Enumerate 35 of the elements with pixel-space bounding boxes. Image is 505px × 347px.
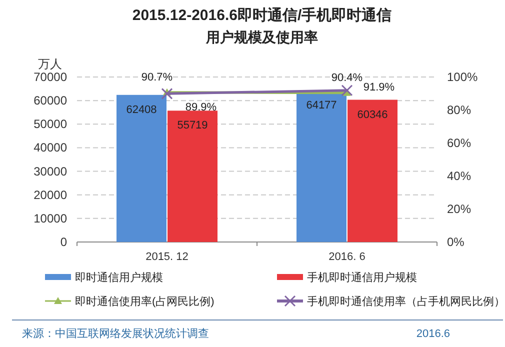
x-tick-label: 2016. 6 — [328, 251, 366, 263]
y-tick-label: 10000 — [34, 211, 68, 226]
text: 2016.6 — [416, 328, 450, 340]
data-label: 62408 — [126, 104, 157, 116]
bar — [116, 94, 166, 242]
y-tick-label: 70000 — [34, 70, 68, 84]
data-label: 90.4% — [331, 72, 363, 84]
legend-label: 手机即时通信使用率（占手机网民比例） — [307, 295, 505, 308]
y-tick-label: 60000 — [34, 94, 68, 108]
chart-subtitle: 用户规模及使用率 — [205, 29, 318, 45]
legend-label: 手机即时通信用户规模 — [307, 271, 417, 284]
y2-tick-label: 20% — [447, 202, 472, 216]
bar — [168, 110, 218, 242]
data-label: 91.9% — [363, 81, 395, 94]
y-tick-label: 0 — [60, 235, 68, 249]
y-tick-label: 20000 — [34, 188, 68, 202]
y2-tick-label: 100% — [447, 70, 478, 84]
y2-tick-label: 0% — [447, 235, 465, 249]
legend-label: 即时通信使用率(占网民比例) — [75, 295, 214, 308]
bar — [348, 100, 398, 242]
source-note: 来源：中国互联网络发展状况统计调查 — [22, 327, 209, 340]
data-label: 64177 — [306, 100, 337, 112]
y-tick-label: 30000 — [34, 164, 68, 178]
x-tick-label: 2015. 12 — [146, 251, 188, 263]
y-tick-label: 50000 — [34, 117, 68, 132]
y-tick-label: 40000 — [34, 140, 68, 155]
y2-tick-label: 40% — [447, 169, 472, 183]
data-label: 60346 — [357, 108, 388, 121]
y2-tick-label: 80% — [447, 103, 472, 117]
data-label: 90.7% — [141, 71, 173, 84]
legend-label: 即时通信用户规模 — [75, 271, 163, 284]
chart-title: 2015.12-2016.6即时通信/手机即时通信 — [132, 7, 392, 24]
data-label: 55719 — [177, 120, 208, 132]
y-axis-title: 万人 — [38, 57, 62, 71]
y2-tick-label: 60% — [447, 136, 472, 150]
